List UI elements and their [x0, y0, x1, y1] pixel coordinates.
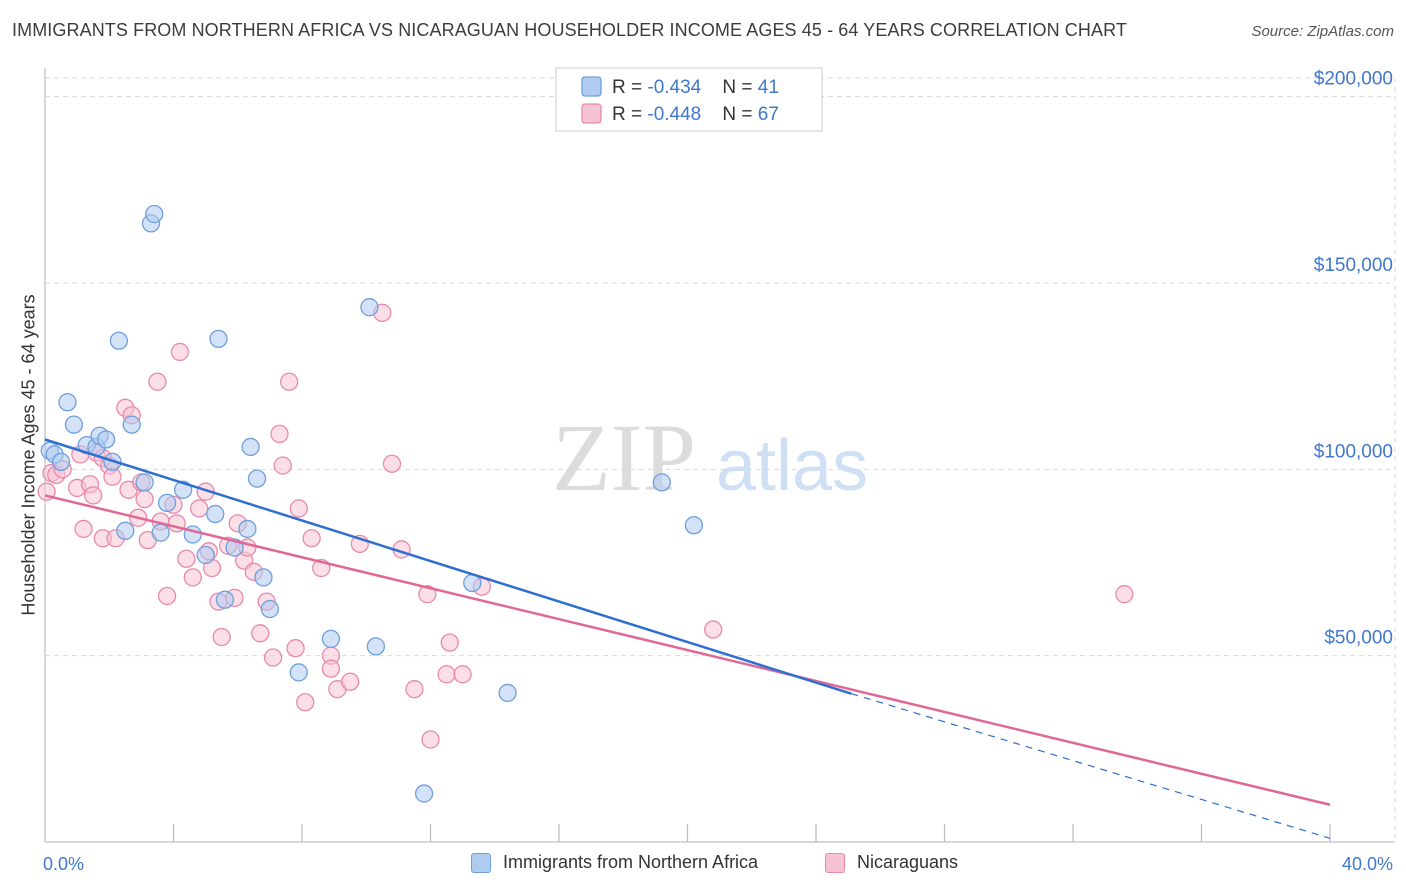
y-tick-label: $50,000: [1324, 628, 1393, 649]
northern-africa-point: [366, 637, 386, 656]
x-tick-label-min: 0.0%: [43, 854, 84, 874]
nicaraguans-point: [74, 519, 93, 539]
legend-label-nicaraguans: Nicaraguans: [857, 852, 959, 872]
y-axis-title: Householder Income Ages 45 - 64 years: [18, 294, 39, 616]
northern-africa-point: [652, 473, 671, 492]
northern-africa-point: [684, 516, 704, 535]
nicaraguans-point: [270, 424, 289, 444]
northern-africa-point: [260, 599, 280, 619]
watermark: ZIP atlas: [552, 404, 868, 511]
legend-stats: R = -0.448 N = 67: [612, 104, 779, 125]
northern-africa-point: [116, 521, 135, 540]
northern-africa-point: [238, 519, 257, 539]
watermark-zip: ZIP: [552, 404, 696, 511]
nicaraguans-point: [157, 586, 177, 606]
northern-africa-point: [254, 568, 273, 587]
nicaraguans-point: [273, 456, 292, 475]
northern-africa-point: [209, 329, 228, 349]
correlation-legend: R = -0.434 N = 41 R = -0.448 N = 67: [555, 67, 823, 132]
nicaraguans-point: [440, 633, 459, 652]
northern-africa-point: [498, 683, 517, 703]
northern-africa-point: [241, 437, 260, 457]
northern-africa-point: [122, 415, 141, 434]
nicaraguans-point: [1115, 585, 1134, 604]
northern-africa-point: [196, 545, 215, 565]
nicaraguans-point: [341, 672, 360, 691]
legend-swatch-pink: [825, 852, 845, 873]
nicaraguans-point: [183, 568, 202, 587]
legend-swatch: [581, 76, 602, 97]
x-tick-labels: 0.0% 40.0%: [43, 854, 1393, 874]
nicaraguans-point: [321, 659, 341, 678]
nicaraguans-point: [453, 665, 472, 684]
y-tick-labels: $50,000 $100,000 $150,000 $200,000: [1314, 69, 1393, 649]
legend-item-northern-africa[interactable]: Immigrants from Northern Africa: [471, 852, 758, 873]
trend-lines: [44, 438, 1331, 839]
nicaraguans-point: [418, 585, 437, 604]
nicaraguans-point: [286, 639, 305, 658]
northern-africa-point: [247, 469, 267, 488]
legend-swatch: [581, 103, 602, 124]
northern-africa-point: [135, 473, 154, 492]
northern-africa-point: [157, 493, 177, 513]
nicaraguans-point: [148, 372, 167, 391]
northern-africa-point: [58, 393, 77, 412]
source-credit: Source: ZipAtlas.com: [1251, 23, 1394, 40]
gridlines: [45, 77, 1396, 842]
series-legend: Immigrants from Northern Africa Nicaragu…: [0, 852, 1406, 878]
nicaraguans-point: [382, 454, 402, 473]
nicaraguans-point: [251, 624, 270, 643]
northern-africa-point: [151, 523, 170, 542]
legend-swatch-blue: [471, 852, 491, 873]
nicaraguans-point: [190, 499, 209, 518]
nicaraguans-point: [437, 665, 456, 684]
northern-africa-point: [96, 430, 116, 449]
legend-item-nicaraguans[interactable]: Nicaraguans: [825, 852, 958, 873]
nicaraguans-point: [212, 627, 231, 647]
nicaraguans-point: [170, 342, 190, 362]
northern-africa-point: [109, 331, 129, 350]
watermark-atlas: atlas: [716, 426, 868, 506]
northern-africa-point: [414, 784, 434, 803]
northern-africa-point: [321, 629, 341, 649]
nicaraguans-point: [302, 529, 321, 548]
legend-stats: R = -0.434 N = 41: [612, 77, 779, 98]
nicaraguans-trend-line: [44, 494, 1331, 806]
nicaraguans-point: [84, 486, 103, 505]
nicaraguans-point: [263, 648, 283, 667]
nicaraguans-point: [289, 499, 308, 518]
northern-africa-trend-line: [44, 438, 852, 695]
northern-africa-trend-extension: [851, 693, 1331, 839]
northern-africa-point: [360, 298, 379, 317]
chart-title: IMMIGRANTS FROM NORTHERN AFRICA VS NICAR…: [12, 20, 1127, 40]
nicaraguans-point: [296, 693, 315, 712]
northern-africa-point: [145, 204, 164, 224]
nicaraguans-point: [177, 549, 196, 568]
northern-africa-point: [215, 590, 235, 609]
y-tick-label: $200,000: [1314, 69, 1393, 90]
nicaraguans-point: [704, 620, 723, 639]
nicaraguans-points: [37, 303, 1134, 749]
northern-africa-point: [206, 504, 225, 524]
nicaraguans-point: [421, 730, 440, 749]
northern-africa-point: [289, 663, 308, 682]
y-tick-label: $150,000: [1314, 255, 1393, 276]
nicaraguans-point: [135, 489, 154, 509]
legend-label-northern-africa: Immigrants from Northern Africa: [503, 852, 759, 872]
nicaraguans-point: [405, 680, 424, 699]
northern-africa-point: [64, 415, 84, 434]
x-tick-label-max: 40.0%: [1342, 854, 1393, 874]
y-tick-label: $100,000: [1314, 441, 1393, 462]
nicaraguans-point: [279, 372, 299, 391]
northern-africa-points: [40, 204, 704, 803]
northern-africa-point: [51, 452, 71, 472]
